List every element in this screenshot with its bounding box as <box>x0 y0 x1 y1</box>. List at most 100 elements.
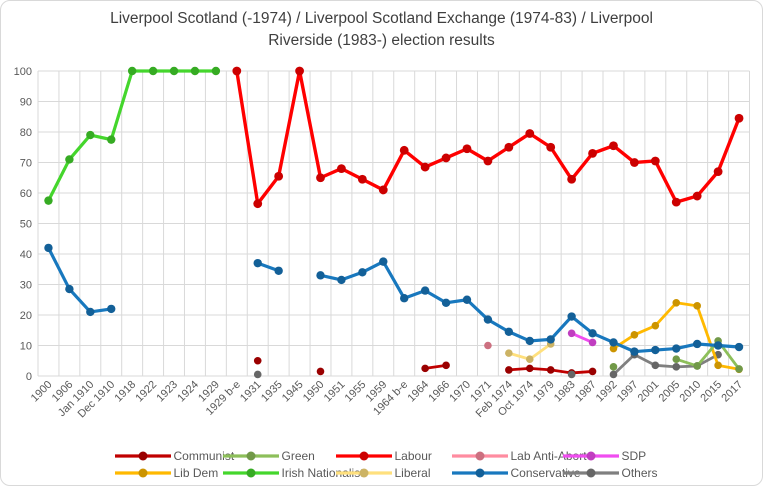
data-point-communist <box>525 364 534 373</box>
data-point-others <box>672 363 681 371</box>
data-point-labour <box>253 199 263 209</box>
y-tick-label: 80 <box>20 127 32 139</box>
data-point-labour <box>232 66 242 76</box>
data-point-irish-nationalist <box>211 66 221 76</box>
data-point-green <box>735 365 743 373</box>
legend-label: Lib Dem <box>173 466 219 480</box>
data-point-conservative <box>630 347 639 356</box>
legend-swatch-conservative <box>451 467 509 479</box>
data-point-labour <box>504 142 514 152</box>
data-point-lib-dem <box>714 361 722 370</box>
data-point-conservative <box>588 329 597 338</box>
data-point-conservative <box>400 294 409 303</box>
data-point-irish-nationalist <box>107 135 116 144</box>
data-point-labour <box>316 173 325 183</box>
series-green <box>609 337 743 373</box>
data-point-irish-nationalist <box>169 66 179 76</box>
y-tick-label: 70 <box>20 158 32 170</box>
data-point-labour <box>295 66 304 76</box>
x-tick-label: 1900 <box>29 379 55 405</box>
data-point-labour <box>357 174 367 184</box>
data-point-conservative <box>546 335 555 344</box>
data-point-labour <box>609 141 618 151</box>
y-tick-label: 10 <box>20 341 32 353</box>
legend-grid: Communist Green Labour Lab Anti-Abort SDP Lib… <box>114 449 658 480</box>
x-tick-label: 2010 <box>678 379 704 405</box>
data-point-conservative <box>253 258 262 268</box>
legend-item-lib-dem: Lib Dem <box>114 466 222 480</box>
legend-swatch-sdp <box>562 450 620 462</box>
data-point-labour <box>692 191 702 201</box>
data-point-conservative <box>44 243 53 253</box>
data-point-others <box>609 370 618 379</box>
x-tick-label: 1924 <box>175 379 201 405</box>
data-point-conservative <box>274 266 283 275</box>
x-tick-label: 1931 <box>238 379 264 405</box>
x-tick-label: 1922 <box>133 379 159 405</box>
data-point-lib-dem <box>609 344 618 353</box>
y-tick-label: 50 <box>20 219 32 231</box>
data-point-sdp <box>567 329 576 338</box>
series-sdp <box>567 329 597 347</box>
y-axis-labels: 0 10 20 30 40 50 60 70 80 90 100 <box>14 66 32 383</box>
x-tick-label: 2005 <box>657 379 683 405</box>
data-point-labour <box>567 174 577 184</box>
data-point-others <box>651 361 660 370</box>
legend-swatch-lib-dem <box>114 467 172 479</box>
legend-item-conservative: Conservative <box>451 466 581 480</box>
legend-swatch-labour <box>335 450 393 462</box>
x-tick-label: 1966 <box>426 379 452 405</box>
data-point-conservative <box>672 344 681 353</box>
data-point-conservative <box>337 275 346 285</box>
data-point-irish-nationalist <box>190 66 200 76</box>
data-point-irish-nationalist <box>65 155 74 164</box>
data-point-conservative <box>420 286 430 295</box>
legend-swatch-green <box>222 450 280 462</box>
data-point-conservative <box>651 345 660 355</box>
data-point-lab-anti-abort <box>484 341 492 350</box>
x-tick-label: 1935 <box>259 379 285 405</box>
x-tick-label: 1950 <box>301 379 327 405</box>
data-point-green <box>672 355 681 364</box>
data-point-labour <box>713 167 723 177</box>
data-point-conservative <box>713 341 723 350</box>
data-point-conservative <box>504 327 514 336</box>
series-conservative <box>44 243 744 356</box>
data-point-lib-dem <box>630 331 639 339</box>
legend-label: Others <box>621 466 658 480</box>
data-point-conservative <box>379 257 388 266</box>
data-point-conservative <box>107 304 116 314</box>
x-tick-label: 2001 <box>636 379 662 405</box>
legend-label: Irish Nationalist <box>281 466 364 480</box>
y-tick-label: 0 <box>26 371 32 383</box>
legend-item-liberal: Liberal <box>335 466 451 480</box>
data-point-communist <box>253 356 262 365</box>
x-tick-label: 1964 <box>405 379 431 405</box>
x-tick-label: 1923 <box>154 379 180 405</box>
legend-swatch-others <box>562 467 620 479</box>
x-tick-label: 2015 <box>698 379 724 405</box>
data-point-conservative <box>358 268 367 277</box>
data-point-liberal <box>505 349 513 357</box>
data-point-conservative <box>462 295 472 304</box>
x-tick-label: 1945 <box>280 379 306 405</box>
data-point-lib-dem <box>651 321 660 330</box>
data-point-lib-dem <box>693 302 701 310</box>
legend-label: Communist <box>173 449 235 463</box>
legend-label: Labour <box>394 449 432 463</box>
data-point-communist <box>546 366 555 374</box>
x-tick-label: 1979 <box>531 379 557 405</box>
data-point-communist <box>316 367 325 376</box>
data-point-green <box>693 362 701 370</box>
data-point-conservative <box>316 271 325 280</box>
x-tick-label: 1983 <box>552 379 578 405</box>
y-tick-label: 20 <box>20 310 32 322</box>
data-point-conservative <box>609 338 618 347</box>
legend-item-irish-nationalist: Irish Nationalist <box>222 466 364 480</box>
data-point-conservative <box>441 298 451 307</box>
data-point-conservative <box>483 315 493 324</box>
data-point-labour <box>483 156 493 166</box>
data-point-conservative <box>734 342 744 352</box>
